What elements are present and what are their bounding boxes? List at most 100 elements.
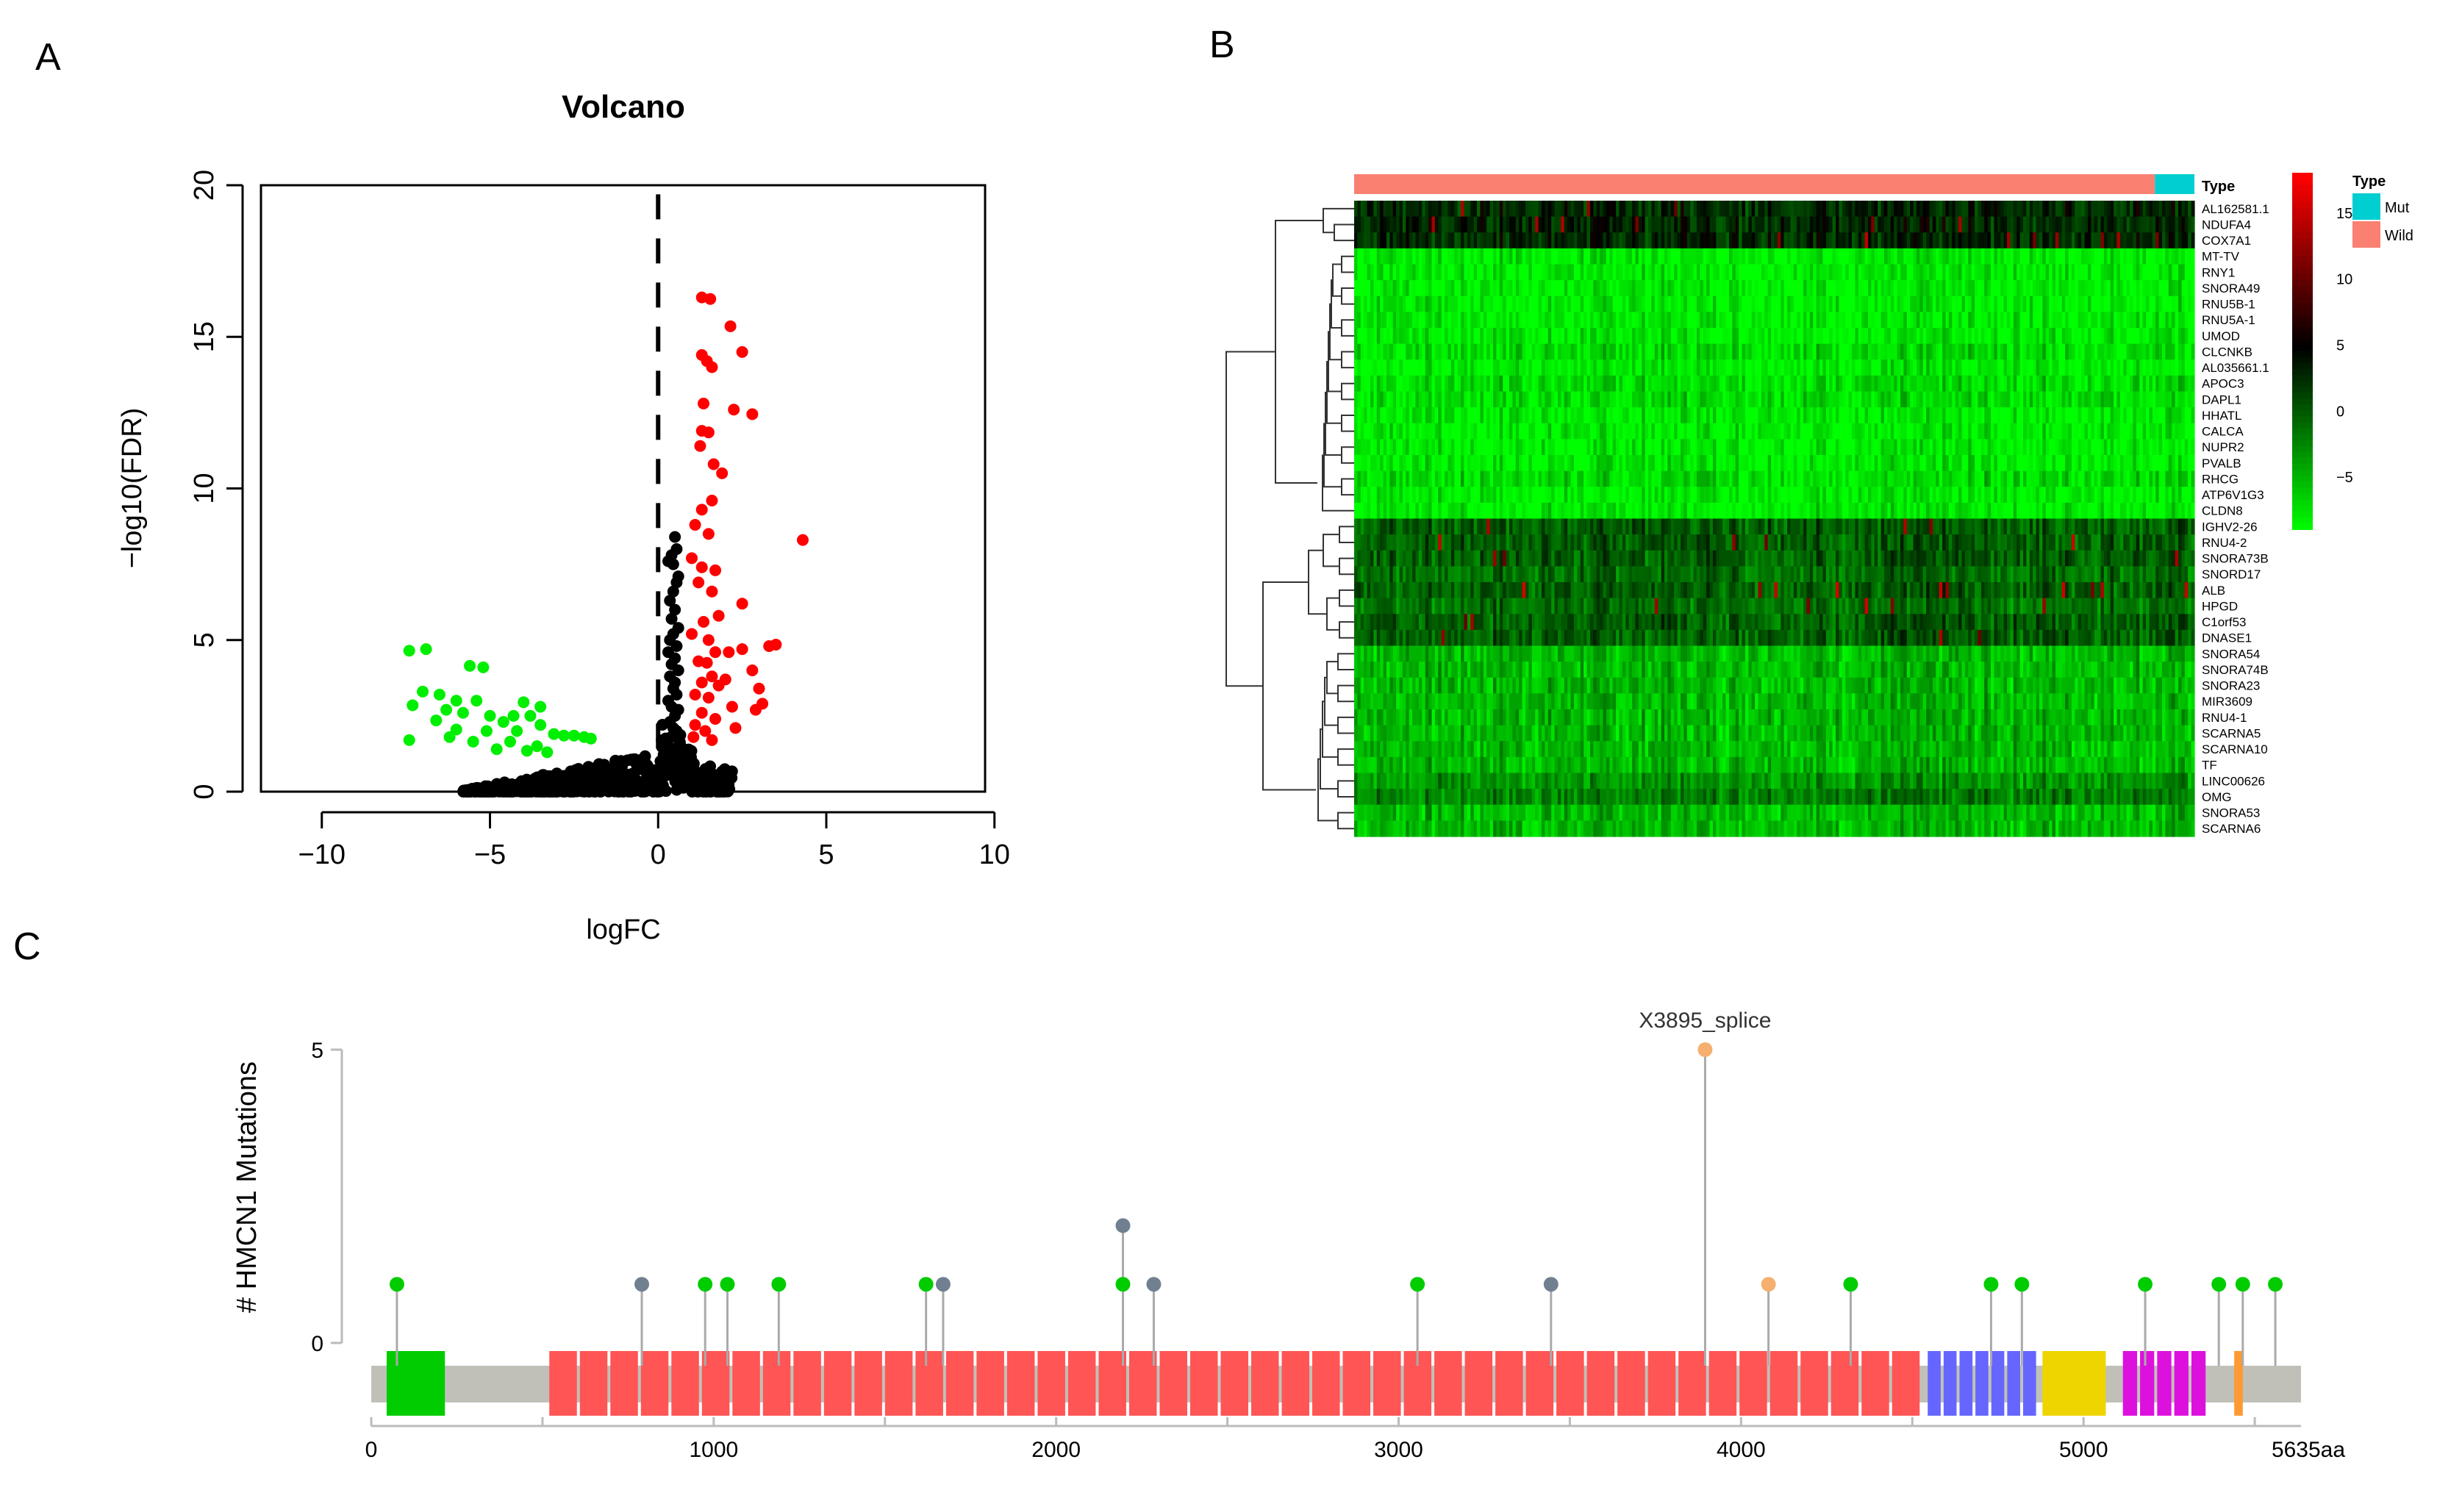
heatmap-cell bbox=[1473, 216, 1478, 233]
heatmap-cell bbox=[1477, 216, 1481, 233]
heatmap-cell bbox=[2116, 216, 2121, 233]
heatmap-cell bbox=[1638, 295, 1642, 312]
heatmap-cell bbox=[1683, 248, 1688, 265]
heatmap-cell bbox=[2168, 201, 2172, 218]
heatmap-cell bbox=[2116, 295, 2121, 312]
heatmap-cell bbox=[1906, 328, 1911, 345]
heatmap-cell bbox=[2013, 391, 2017, 408]
heatmap-cell bbox=[1761, 264, 1765, 281]
heatmap-cell bbox=[1839, 201, 1843, 218]
ns-point bbox=[716, 785, 729, 798]
heatmap-cell bbox=[2094, 264, 2098, 281]
heatmap-cell bbox=[1822, 343, 1827, 360]
heatmap-cell bbox=[1473, 232, 1478, 249]
heatmap-cell bbox=[1858, 343, 1862, 360]
heatmap-cell bbox=[1493, 439, 1497, 456]
heatmap-cell bbox=[1583, 328, 1588, 345]
heatmap-cell bbox=[1961, 328, 1966, 345]
heatmap-cell bbox=[2162, 359, 2166, 376]
heatmap-cell bbox=[1681, 264, 1685, 281]
heatmap-cell bbox=[1638, 439, 1642, 456]
heatmap-cell bbox=[1406, 248, 1410, 265]
heatmap-cell bbox=[1670, 312, 1675, 329]
heatmap-cell bbox=[1787, 375, 1792, 393]
heatmap-cell bbox=[1664, 280, 1669, 297]
heatmap-cell bbox=[1431, 295, 1436, 312]
heatmap-cell bbox=[1991, 248, 1995, 265]
heatmap-cell bbox=[1819, 359, 1824, 376]
heatmap-cell bbox=[1771, 343, 1775, 360]
heatmap-cell bbox=[1968, 248, 1972, 265]
heatmap-cell bbox=[2184, 232, 2189, 249]
heatmap-cell bbox=[1573, 439, 1578, 456]
heatmap-cell bbox=[1787, 391, 1792, 408]
heatmap-cell bbox=[1467, 232, 1471, 249]
heatmap-cell bbox=[1461, 216, 1465, 233]
heatmap-cell bbox=[1683, 407, 1688, 424]
heatmap-cell bbox=[1525, 439, 1529, 456]
heatmap-cell bbox=[2068, 407, 2072, 424]
heatmap-cell bbox=[1541, 201, 1545, 218]
heatmap-cell bbox=[1645, 343, 1649, 360]
heatmap-cell bbox=[1473, 201, 1478, 218]
heatmap-cell bbox=[1509, 359, 1514, 376]
heatmap-cell bbox=[1364, 312, 1368, 329]
heatmap-cell bbox=[1380, 295, 1384, 312]
heatmap-cell bbox=[1719, 375, 1723, 393]
heatmap-cell bbox=[1755, 295, 1759, 312]
heatmap-cell bbox=[1978, 232, 1982, 249]
heatmap-cell bbox=[1787, 343, 1792, 360]
heatmap-cell bbox=[1528, 232, 1533, 249]
heatmap-cell bbox=[1696, 439, 1700, 456]
heatmap-cell bbox=[2139, 423, 2144, 440]
heatmap-cell bbox=[1842, 375, 1846, 393]
heatmap-cell bbox=[1809, 439, 1814, 456]
heatmap-cell bbox=[1480, 248, 1484, 265]
heatmap-cell bbox=[2136, 407, 2140, 424]
heatmap-cell bbox=[1744, 312, 1749, 329]
heatmap-cell bbox=[1525, 359, 1529, 376]
heatmap-cell bbox=[1880, 201, 1885, 218]
heatmap-cell bbox=[1541, 343, 1545, 360]
heatmap-cell bbox=[1728, 201, 1733, 218]
heatmap-cell bbox=[1445, 407, 1449, 424]
not-significant-upper-point bbox=[664, 595, 676, 607]
heatmap-cell bbox=[1512, 391, 1517, 408]
heatmap-cell bbox=[1360, 312, 1364, 329]
heatmap-cell bbox=[1894, 439, 1898, 456]
heatmap-cell bbox=[1980, 264, 1985, 281]
heatmap-cell bbox=[1735, 201, 1739, 218]
heatmap-cell bbox=[2126, 407, 2130, 424]
heatmap-cell bbox=[2071, 391, 2075, 408]
heatmap-cell bbox=[1645, 201, 1649, 218]
heatmap-cell bbox=[1926, 343, 1930, 360]
heatmap-cell bbox=[1890, 439, 1894, 456]
heatmap-cell bbox=[1867, 232, 1872, 249]
heatmap-cell bbox=[1709, 375, 1714, 393]
heatmap-cell bbox=[1445, 295, 1449, 312]
heatmap-cell bbox=[2055, 232, 2059, 249]
heatmap-cell bbox=[1867, 201, 1872, 218]
heatmap-cell bbox=[1787, 201, 1792, 218]
heatmap-cell bbox=[1583, 264, 1588, 281]
heatmap-cell bbox=[1486, 343, 1491, 360]
heatmap-cell bbox=[1932, 312, 1936, 329]
volcano-x-label: logFC bbox=[586, 914, 660, 945]
heatmap-cell bbox=[1364, 391, 1368, 408]
heatmap-cell bbox=[1852, 264, 1856, 281]
heatmap-cell bbox=[1461, 264, 1465, 281]
heatmap-cell bbox=[1732, 391, 1736, 408]
heatmap-cell bbox=[2042, 343, 2047, 360]
heatmap-cell bbox=[2175, 343, 2179, 360]
heatmap-cell bbox=[2084, 201, 2089, 218]
heatmap-cell bbox=[1758, 264, 1762, 281]
heatmap-row bbox=[1354, 232, 2195, 249]
heatmap-cell bbox=[1447, 375, 1452, 393]
heatmap-cell bbox=[1878, 232, 1882, 249]
heatmap-cell bbox=[1667, 232, 1672, 249]
heatmap-cell bbox=[1894, 375, 1898, 393]
heatmap-cell bbox=[1848, 439, 1853, 456]
heatmap-cell bbox=[1939, 391, 1943, 408]
heatmap-cell bbox=[1603, 295, 1607, 312]
heatmap-cell bbox=[1890, 201, 1894, 218]
